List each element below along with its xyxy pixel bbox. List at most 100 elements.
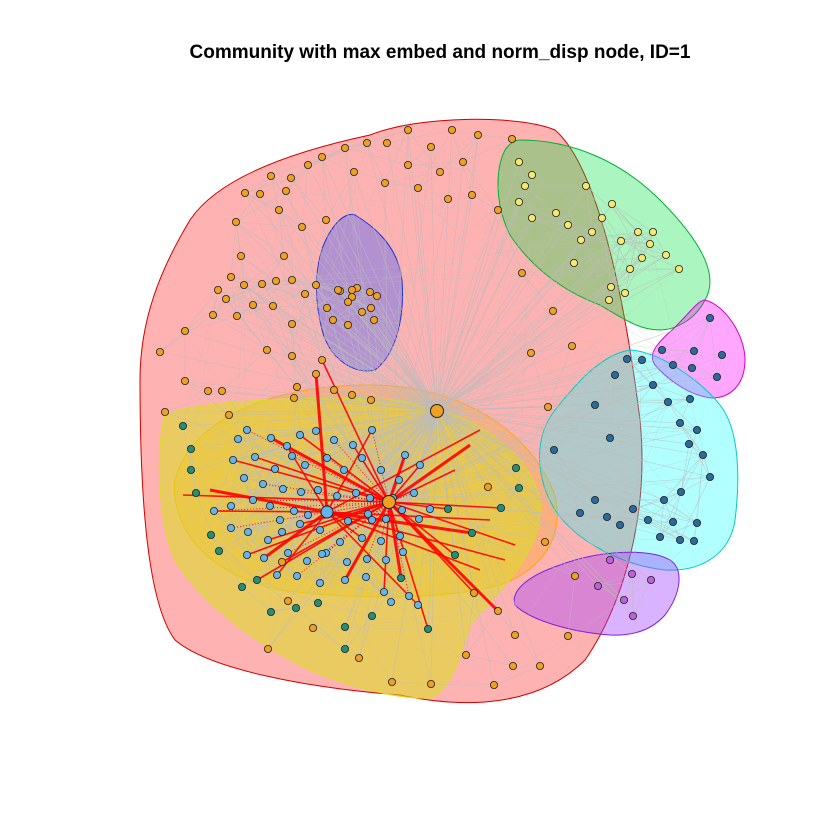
edge <box>366 142 386 184</box>
node-steelblue <box>649 380 658 389</box>
node-teal <box>367 612 376 621</box>
edge <box>285 190 533 219</box>
node-skyblue <box>226 501 235 510</box>
edge <box>184 380 230 416</box>
edge <box>184 298 227 332</box>
edge <box>347 324 517 469</box>
edge <box>293 397 611 561</box>
edge <box>436 410 611 561</box>
node-magenta <box>718 350 727 359</box>
node-orange <box>311 280 320 289</box>
edge <box>417 187 438 412</box>
edge <box>291 323 363 539</box>
edge <box>295 607 346 650</box>
edge <box>246 505 271 556</box>
edge <box>611 203 654 233</box>
node-orange <box>544 402 553 411</box>
edge <box>436 398 691 412</box>
edge <box>282 430 317 490</box>
node-steelblue <box>629 504 638 513</box>
edge <box>637 231 643 259</box>
edge <box>212 314 438 412</box>
node-teal <box>340 645 349 654</box>
edge <box>518 201 569 226</box>
edge <box>270 512 581 613</box>
edge <box>436 359 643 412</box>
edge <box>620 240 667 256</box>
edge <box>709 317 718 378</box>
node-orange <box>226 272 235 281</box>
edge <box>647 491 682 521</box>
node-steelblue <box>591 495 600 504</box>
edge <box>361 240 622 539</box>
edge <box>477 134 513 140</box>
edge <box>218 550 243 588</box>
node-teal <box>191 488 200 497</box>
edge <box>290 177 327 221</box>
edge <box>315 373 335 391</box>
node-teal <box>206 531 215 540</box>
edge <box>680 476 711 493</box>
edge <box>263 557 321 584</box>
edge <box>325 552 387 561</box>
edge <box>386 142 441 173</box>
node-magenta <box>658 345 667 354</box>
edge <box>278 209 285 257</box>
edge <box>278 209 438 412</box>
edge <box>266 349 293 357</box>
edge <box>266 349 438 412</box>
edge <box>436 404 596 412</box>
edge <box>315 429 373 432</box>
edge <box>254 456 284 490</box>
strong-edge <box>388 501 475 594</box>
node-teal <box>178 421 187 430</box>
edge <box>230 276 238 317</box>
edge <box>254 456 272 613</box>
edge <box>279 519 323 555</box>
edge <box>254 429 698 458</box>
node-skyblue <box>414 515 423 524</box>
edge <box>240 255 277 282</box>
node-blue <box>347 285 356 294</box>
edge <box>319 217 533 531</box>
edge <box>608 257 643 301</box>
hub-node-orange <box>430 404 444 418</box>
edge <box>667 401 698 431</box>
edge <box>332 311 363 321</box>
edge <box>436 352 532 412</box>
edge <box>623 579 652 601</box>
edge <box>436 410 698 431</box>
edge <box>610 254 667 288</box>
edge <box>579 512 649 521</box>
edge <box>266 349 298 388</box>
edge <box>230 483 264 529</box>
node-teal <box>313 599 322 608</box>
node-skyblue <box>277 528 286 537</box>
edge <box>388 358 628 503</box>
edge <box>252 304 390 503</box>
strong-edge <box>371 429 390 503</box>
edge <box>291 279 358 289</box>
node-skyblue <box>357 453 366 462</box>
edge <box>235 221 303 228</box>
node-steelblue <box>669 518 678 527</box>
node-teal <box>214 547 223 556</box>
edge <box>261 283 375 321</box>
node-magenta <box>713 372 722 381</box>
edge <box>252 323 293 501</box>
node-skyblue <box>394 475 403 484</box>
edge <box>182 410 438 427</box>
edge <box>343 444 354 471</box>
edge <box>254 406 549 458</box>
node-steelblue <box>686 394 695 403</box>
edge <box>301 226 390 503</box>
edge <box>285 156 323 192</box>
edge <box>462 138 513 163</box>
edge <box>252 284 317 306</box>
edge <box>287 552 346 581</box>
node-teal <box>423 625 432 634</box>
strong-edge <box>293 501 390 512</box>
node-orange <box>213 285 222 294</box>
edge <box>436 134 479 412</box>
edge <box>436 299 610 412</box>
